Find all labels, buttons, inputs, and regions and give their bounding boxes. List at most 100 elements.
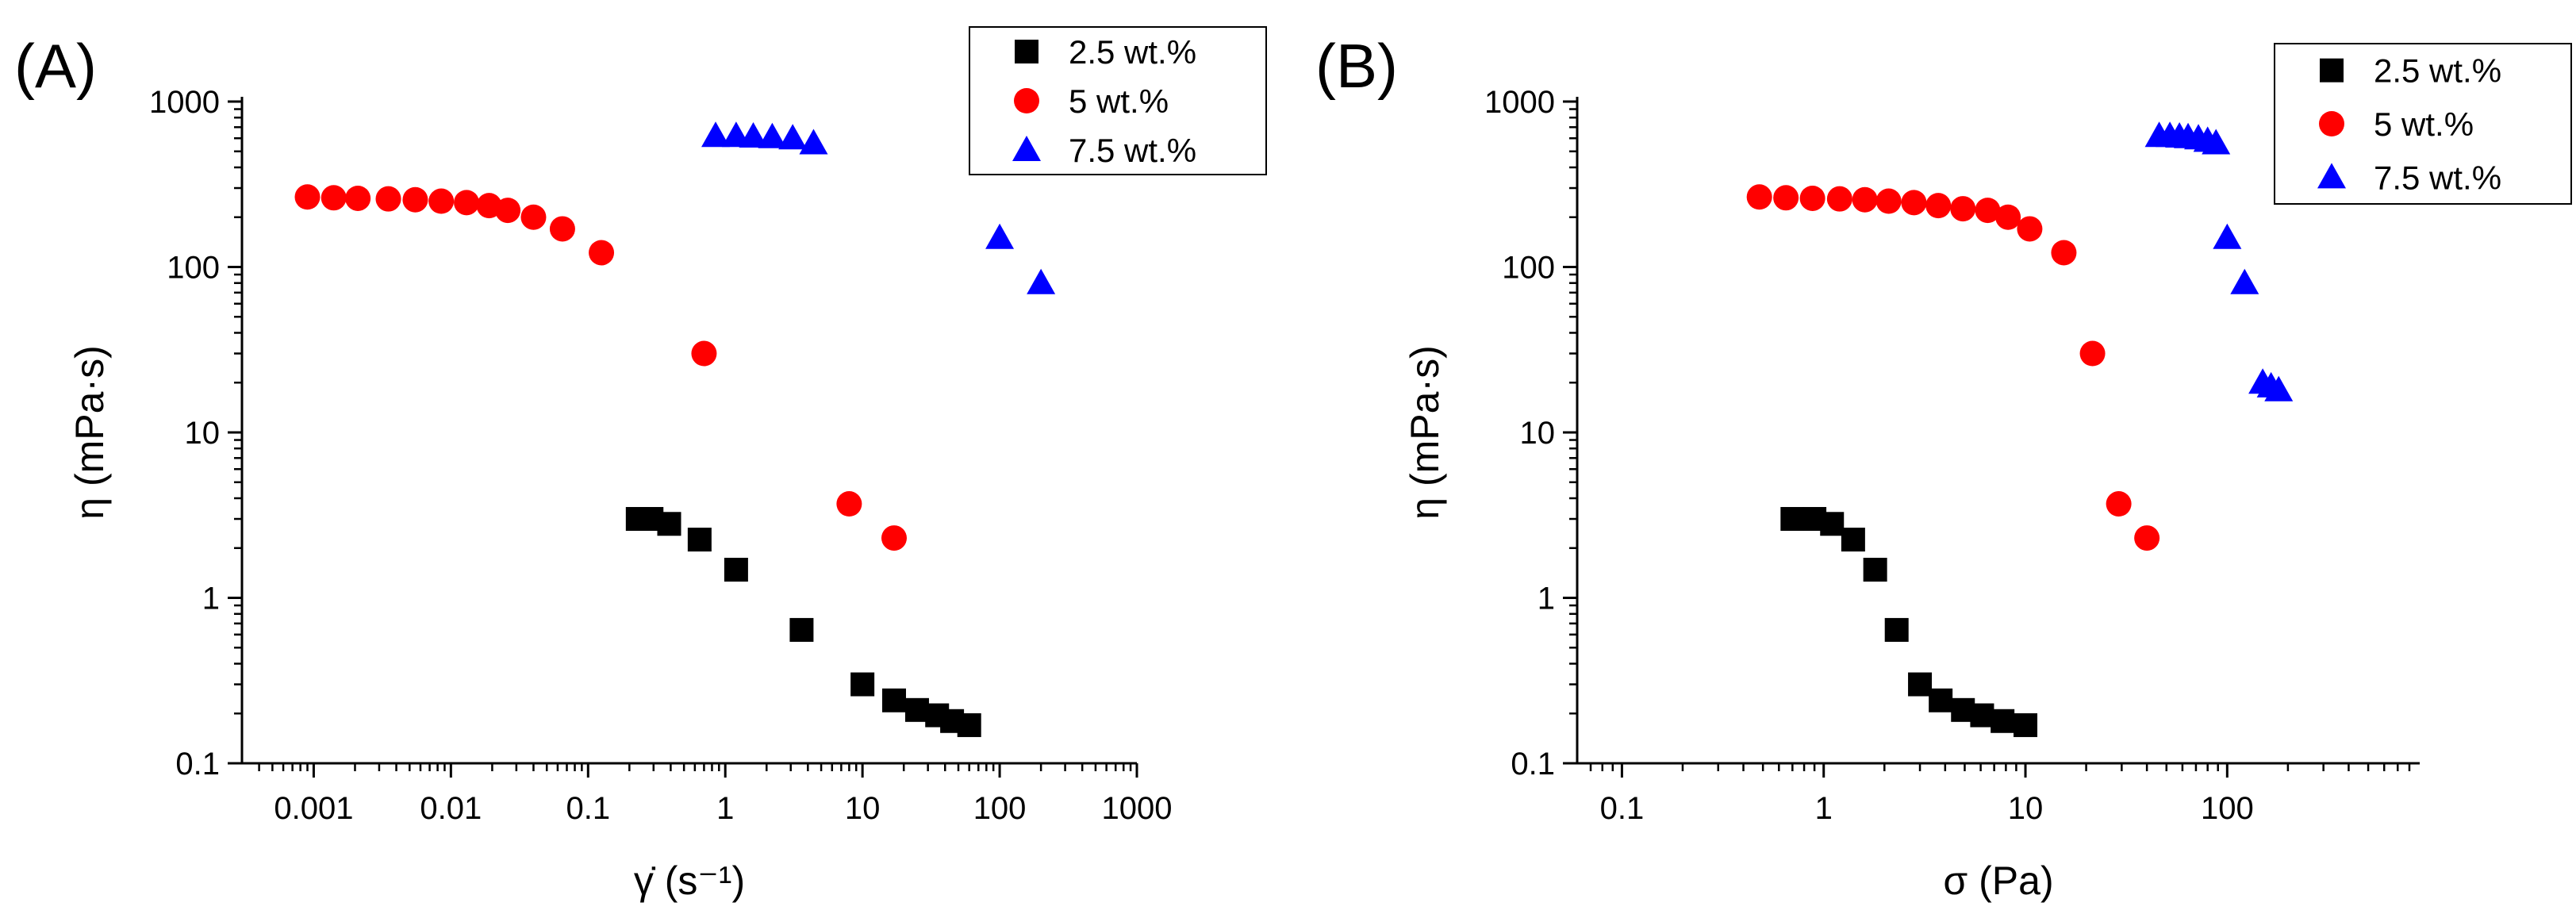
data-point bbox=[985, 223, 1015, 249]
data-point bbox=[2017, 216, 2043, 242]
x-tick-label: 0.1 bbox=[1600, 791, 1645, 826]
data-point bbox=[1780, 507, 1805, 532]
y-tick-label: 100 bbox=[1502, 251, 1555, 286]
data-point bbox=[375, 186, 401, 212]
data-point bbox=[1950, 196, 1976, 222]
data-point bbox=[2014, 713, 2038, 737]
y-tick-label: 1000 bbox=[149, 85, 220, 120]
legend-label: 2.5 wt.% bbox=[1069, 33, 1196, 71]
legend-marker bbox=[2317, 163, 2346, 189]
data-point bbox=[1820, 512, 1845, 536]
y-tick-label: 1 bbox=[1538, 582, 1555, 616]
data-point bbox=[1773, 185, 1799, 211]
x-axis-title: γ̇ (s⁻¹) bbox=[634, 858, 745, 903]
data-point bbox=[881, 525, 907, 551]
panel-label: (A) bbox=[14, 31, 97, 101]
y-tick-label: 0.1 bbox=[1511, 747, 1555, 782]
data-point bbox=[428, 188, 455, 214]
data-point bbox=[836, 491, 862, 517]
data-point bbox=[549, 216, 575, 242]
x-tick-label: 0.001 bbox=[274, 791, 353, 826]
x-tick-label: 1 bbox=[1815, 791, 1833, 826]
data-point bbox=[758, 122, 787, 148]
data-point bbox=[294, 184, 321, 210]
data-point bbox=[1925, 193, 1952, 219]
data-point bbox=[2264, 375, 2294, 401]
x-tick-label: 10 bbox=[845, 791, 881, 826]
data-point bbox=[402, 186, 428, 213]
data-point bbox=[957, 713, 981, 737]
x-tick-label: 10 bbox=[2008, 791, 2044, 826]
legend-marker bbox=[1015, 40, 1038, 63]
data-point bbox=[1852, 186, 1878, 213]
data-point bbox=[1799, 185, 1825, 211]
y-axis-title: η (mPa·s) bbox=[1403, 345, 1447, 519]
data-point bbox=[454, 190, 480, 216]
legend-label: 5 wt.% bbox=[1069, 83, 1169, 120]
y-tick-label: 1 bbox=[202, 582, 220, 616]
data-point bbox=[1746, 184, 1772, 210]
data-point bbox=[520, 204, 547, 230]
panel-label: (B) bbox=[1315, 31, 1398, 101]
data-point bbox=[657, 512, 681, 536]
data-point bbox=[1929, 688, 1953, 713]
legend-label: 7.5 wt.% bbox=[2374, 159, 2501, 196]
panel-b: (B) 0.1 1 10 100 0.1 1 10 100 1000 σ (Pa) η (mPa·s)… bbox=[1315, 31, 2572, 903]
series-1 bbox=[1780, 507, 2038, 737]
data-point bbox=[345, 185, 371, 211]
series-3 bbox=[2144, 121, 2294, 401]
data-point bbox=[2230, 268, 2259, 294]
y-tick-label: 10 bbox=[185, 416, 221, 451]
y-axis-title: η (mPa·s) bbox=[67, 345, 112, 519]
data-point bbox=[2202, 129, 2231, 155]
data-point bbox=[701, 121, 731, 148]
data-point bbox=[850, 672, 875, 697]
panel-a: (A) 0.001 0.01 0.1 1 10 100 1000 0.1 1 10 100 1000 γ̇… bbox=[14, 26, 1267, 903]
data-point bbox=[789, 617, 814, 642]
legend-marker bbox=[2320, 58, 2344, 83]
data-point bbox=[2213, 223, 2242, 249]
series-3 bbox=[701, 121, 1056, 294]
legend-label: 7.5 wt.% bbox=[1069, 132, 1196, 169]
data-point bbox=[2079, 340, 2106, 367]
legend-marker bbox=[2319, 111, 2344, 136]
data-point bbox=[1027, 268, 1056, 294]
x-axis-title: σ (Pa) bbox=[1943, 858, 2053, 903]
data-point bbox=[1995, 204, 2021, 230]
data-point bbox=[1908, 672, 1933, 697]
data-point bbox=[2106, 491, 2132, 517]
data-point bbox=[1826, 186, 1852, 212]
legend: 2.5 wt.% 5 wt.% 7.5 wt.% bbox=[2274, 43, 2572, 205]
series-2 bbox=[294, 184, 907, 551]
data-point bbox=[687, 528, 712, 552]
data-point bbox=[1884, 617, 1909, 642]
y-tick-label: 0.1 bbox=[175, 747, 220, 782]
y-tick-label: 100 bbox=[167, 251, 220, 286]
data-point bbox=[724, 558, 748, 582]
x-tick-label: 0.01 bbox=[420, 791, 482, 826]
x-tick-label: 1000 bbox=[1102, 791, 1173, 826]
data-point bbox=[2051, 240, 2077, 266]
data-point bbox=[1991, 709, 2015, 733]
legend: 2.5 wt.% 5 wt.% 7.5 wt.% bbox=[969, 26, 1267, 175]
legend-marker bbox=[1012, 136, 1041, 161]
data-point bbox=[799, 129, 828, 155]
data-point bbox=[881, 688, 906, 713]
y-tick-label: 1000 bbox=[1484, 85, 1555, 120]
x-tick-label: 1 bbox=[716, 791, 734, 826]
legend-label: 2.5 wt.% bbox=[2374, 52, 2501, 90]
data-point bbox=[1863, 558, 1887, 582]
data-point bbox=[1875, 188, 1902, 214]
data-point bbox=[495, 198, 521, 224]
x-tick-label: 0.1 bbox=[566, 791, 610, 826]
data-point bbox=[1975, 198, 2001, 224]
series-2 bbox=[1746, 184, 2160, 551]
x-tick-label: 100 bbox=[973, 791, 1027, 826]
series-1 bbox=[625, 507, 981, 737]
data-point bbox=[1970, 703, 1994, 728]
y-tick-label: 10 bbox=[1520, 416, 1556, 451]
legend-label: 5 wt.% bbox=[2374, 106, 2474, 143]
data-point bbox=[2134, 525, 2160, 551]
legend-marker bbox=[1014, 88, 1039, 113]
